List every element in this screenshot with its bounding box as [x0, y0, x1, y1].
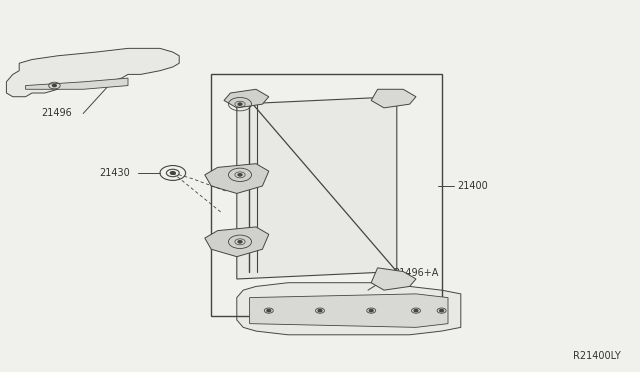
Circle shape [440, 310, 444, 312]
Circle shape [238, 174, 242, 176]
Circle shape [238, 103, 242, 105]
Circle shape [52, 84, 56, 87]
Text: 21430: 21430 [99, 168, 130, 178]
Polygon shape [371, 268, 416, 290]
Polygon shape [6, 48, 179, 97]
Polygon shape [371, 89, 416, 108]
Circle shape [369, 310, 373, 312]
Polygon shape [250, 294, 448, 327]
Bar [211, 74, 442, 316]
Polygon shape [237, 283, 461, 335]
Polygon shape [26, 78, 128, 89]
Circle shape [170, 171, 175, 174]
Polygon shape [224, 89, 269, 108]
Text: 21496: 21496 [42, 109, 72, 118]
Text: 21496+A: 21496+A [394, 269, 439, 278]
Circle shape [318, 310, 322, 312]
Circle shape [267, 310, 271, 312]
Circle shape [238, 241, 242, 243]
Polygon shape [205, 227, 269, 257]
Polygon shape [237, 97, 397, 279]
Text: R21400LY: R21400LY [573, 351, 621, 361]
Text: 21400: 21400 [458, 181, 488, 191]
Circle shape [414, 310, 418, 312]
Polygon shape [205, 164, 269, 193]
